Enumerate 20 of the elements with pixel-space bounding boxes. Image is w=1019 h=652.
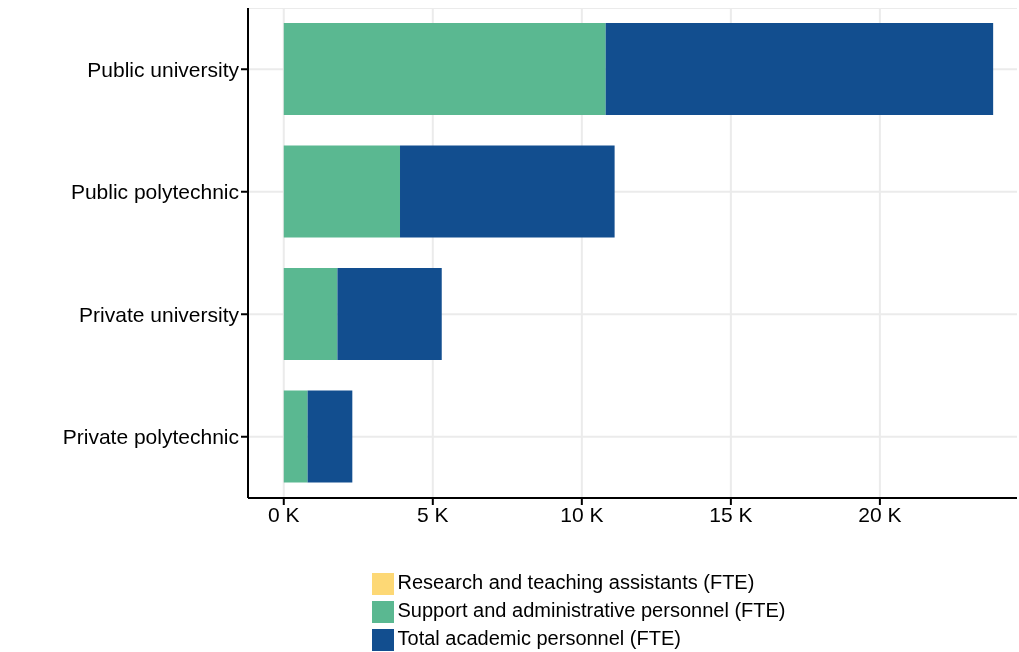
y-tick-label: Public polytechnic — [70, 180, 239, 204]
legend-label: Total academic personnel (FTE) — [397, 627, 681, 649]
bar — [283, 390, 308, 483]
y-tick-label: Private university — [79, 302, 240, 326]
bar — [283, 23, 606, 115]
bar — [283, 145, 401, 238]
x-tick-label: 0 K — [268, 502, 300, 526]
bar — [283, 268, 338, 360]
x-tick-label: 20 K — [858, 502, 902, 526]
x-tick-label: 5 K — [417, 502, 449, 526]
legend-label: Research and teaching assistants (FTE) — [397, 571, 755, 593]
bar — [337, 268, 442, 360]
bar — [400, 145, 615, 238]
legend-label: Support and administrative personnel (FTE) — [397, 599, 786, 621]
y-tick-label: Private polytechnic — [62, 425, 239, 449]
y-tick-label: Public university — [87, 57, 240, 81]
x-tick-label: 10 K — [560, 502, 604, 526]
bar — [307, 390, 353, 483]
x-tick-label: 15 K — [709, 502, 753, 526]
bar — [605, 23, 994, 115]
